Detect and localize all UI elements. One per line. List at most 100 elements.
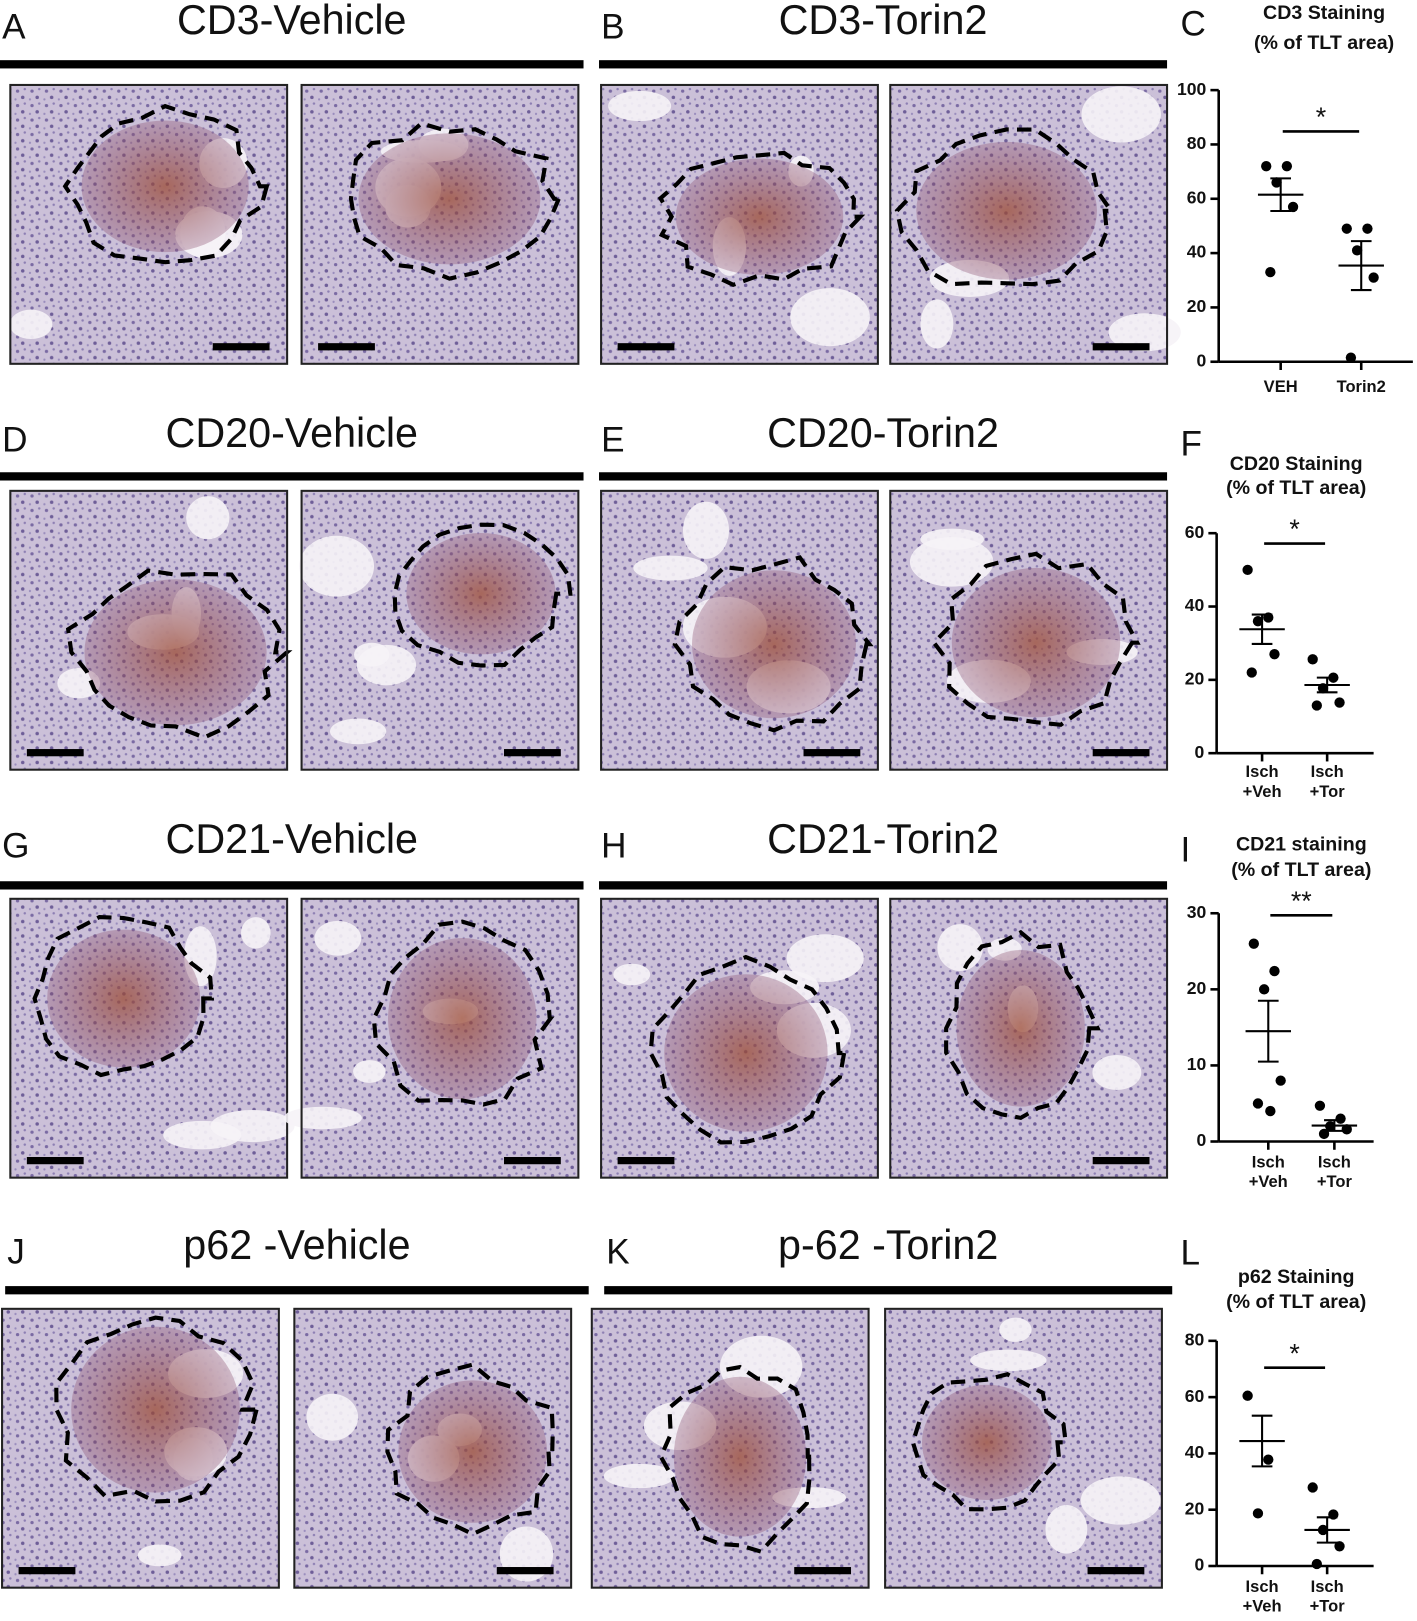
vessel <box>283 1106 362 1130</box>
data-point <box>1265 266 1276 278</box>
y-tick-label: 80 <box>1187 133 1207 153</box>
tlt-outline <box>910 1371 1068 1512</box>
scale-bar <box>803 749 861 757</box>
y-tick-label: 60 <box>1187 187 1207 207</box>
micrograph-frame <box>590 1307 870 1589</box>
tlt-outline <box>944 929 1101 1121</box>
panel-title: CD21-Torin2 <box>767 816 999 862</box>
micrograph <box>300 83 580 365</box>
error-bar <box>1316 676 1338 694</box>
panel-letter: B <box>601 7 624 46</box>
data-point <box>1307 1482 1318 1493</box>
vessel <box>210 1110 295 1143</box>
vessel <box>920 299 954 349</box>
scale-bar <box>794 1567 852 1575</box>
vessel <box>1045 1505 1088 1554</box>
chart-letter: C <box>1180 4 1205 43</box>
data-point <box>1351 245 1363 256</box>
data-point <box>1242 564 1253 576</box>
tlt-outline <box>62 103 270 265</box>
x-tick-label: +Veh <box>1243 782 1282 801</box>
vessel <box>299 535 375 597</box>
panel-letter: H <box>601 826 626 865</box>
title-bar <box>599 60 1168 69</box>
y-tick-label: 20 <box>1185 668 1205 688</box>
chart-title: p62 Staining <box>1238 1266 1355 1288</box>
data-point <box>1269 649 1280 660</box>
y-tick-label: 40 <box>1187 242 1207 262</box>
y-tick-label: 100 <box>1177 79 1207 99</box>
tlt-outline <box>371 919 555 1107</box>
stained-region <box>664 974 828 1132</box>
micrograph-frame <box>9 897 289 1179</box>
chart-subtitle: (% of TLT area) <box>1226 477 1366 499</box>
micrograph-frame <box>600 897 879 1179</box>
vessel <box>356 644 417 686</box>
tlt-outline <box>658 1364 812 1554</box>
vessel <box>137 1544 182 1567</box>
x-tick-label: Isch <box>1318 1153 1351 1172</box>
data-point <box>1334 697 1345 708</box>
tlt-outline <box>648 954 847 1145</box>
x-tick-label: Isch <box>1311 762 1344 781</box>
panel-title: CD20-Torin2 <box>767 410 999 456</box>
micrograph-frame <box>889 489 1169 771</box>
vessel <box>682 501 730 559</box>
error-bar <box>1350 240 1372 292</box>
y-tick-label: 10 <box>1187 1054 1207 1074</box>
tlt-outline <box>32 914 215 1078</box>
vessel <box>353 1060 386 1083</box>
scale-bar <box>26 1157 84 1165</box>
scale-bar <box>1092 1157 1150 1165</box>
tlt-outline <box>672 555 874 733</box>
x-tick-label: +Tor <box>1310 1597 1346 1616</box>
data-point <box>1252 616 1264 627</box>
y-tick-label: 80 <box>1185 1329 1205 1349</box>
tlt-outline <box>54 1315 260 1504</box>
error-bar <box>1270 177 1291 213</box>
scale-bar <box>318 343 375 351</box>
micrograph-frame <box>293 1307 573 1589</box>
data-point <box>1242 1390 1253 1401</box>
y-tick-label: 60 <box>1185 522 1205 542</box>
panel-letter: K <box>606 1232 630 1271</box>
data-point <box>1362 223 1373 234</box>
data-point <box>1341 223 1352 234</box>
x-tick-label: Isch <box>1252 1153 1285 1172</box>
scale-bar <box>496 1567 554 1575</box>
y-tick-label: 0 <box>1197 350 1207 370</box>
vessel <box>790 288 870 347</box>
data-point <box>1334 1541 1345 1552</box>
micrograph-frame <box>889 83 1169 365</box>
y-tick-label: 30 <box>1187 902 1207 922</box>
scale-bar <box>26 749 84 757</box>
micrograph-frame <box>300 83 580 365</box>
vessel <box>999 1317 1032 1342</box>
y-tick-label: 20 <box>1185 1498 1205 1518</box>
panel-title: p62 -Vehicle <box>183 1222 410 1268</box>
title-bar <box>604 1286 1173 1295</box>
tlt-outline <box>894 127 1116 287</box>
data-point <box>1248 938 1259 949</box>
scale-bar <box>212 343 270 351</box>
error-bar <box>1324 1119 1345 1132</box>
vessel <box>909 537 994 587</box>
data-point <box>1281 161 1293 172</box>
micrograph <box>889 897 1169 1179</box>
significance-label: * <box>1289 1338 1300 1368</box>
stained-region <box>71 1326 240 1493</box>
vessel <box>608 90 672 122</box>
error-bar <box>1251 1414 1273 1468</box>
data-point <box>1368 272 1379 283</box>
micrograph <box>9 489 293 771</box>
panel-title: CD20-Vehicle <box>166 410 418 456</box>
panel-letter: E <box>601 421 624 460</box>
data-point <box>1269 965 1280 977</box>
data-point <box>1263 1454 1274 1465</box>
chart-title: CD3 Staining <box>1263 2 1385 24</box>
chart-letter: L <box>1180 1233 1200 1272</box>
stained-region <box>956 949 1085 1107</box>
y-tick-label: 60 <box>1185 1386 1205 1406</box>
panel-title: p-62 -Torin2 <box>778 1222 998 1268</box>
vessel <box>920 528 984 550</box>
